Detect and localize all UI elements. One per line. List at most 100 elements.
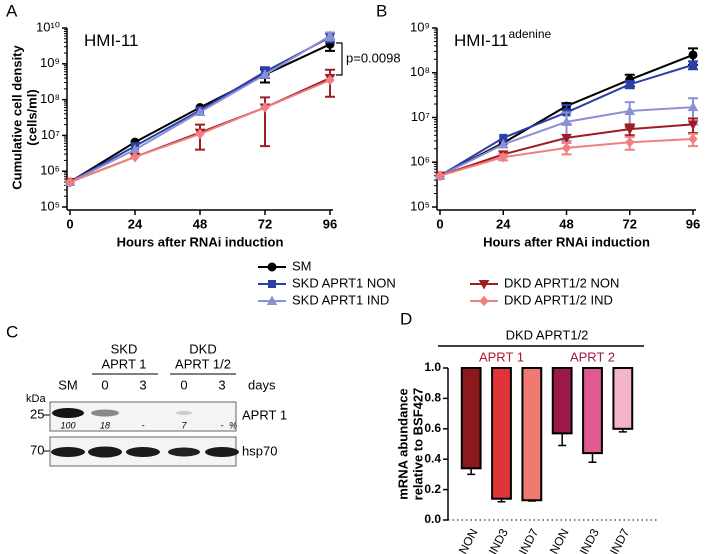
marker [259, 69, 271, 79]
legend-marker [267, 262, 277, 272]
lane-label: 3 [218, 377, 225, 392]
band [51, 447, 85, 457]
y-tick-label: 10⁹ [410, 19, 430, 34]
x-tick-label: 24 [496, 216, 511, 231]
x-axis-label: Hours after RNAi induction [117, 234, 284, 249]
quant-label: 100 [60, 420, 75, 430]
marker [498, 151, 508, 163]
group-label: APRT 1 [101, 356, 146, 371]
legend-label: DKD APRT1/2 NON [504, 275, 619, 290]
x-tick-label: NON [547, 526, 572, 554]
group-label: DKD [189, 341, 216, 356]
y-tick-label: 0.8 [424, 391, 441, 405]
marker [561, 133, 572, 144]
chart-title: HMI-11 [84, 31, 138, 50]
group-title: DKD APRT1/2 [506, 327, 589, 342]
x-axis-label: Hours after RNAi induction [483, 234, 650, 249]
marker [130, 151, 140, 163]
bar [491, 367, 512, 500]
x-tick-label: IND3 [577, 526, 602, 554]
quant-unit: % [229, 420, 237, 430]
x-tick-label: 72 [623, 216, 637, 231]
y-tick-label: 10⁶ [410, 154, 430, 169]
y-axis-label: relative to BSF427 [410, 388, 425, 501]
band [91, 409, 119, 417]
y-tick-label: 1.0 [424, 360, 441, 374]
legend-marker [268, 280, 276, 288]
band-label: APRT 1 [242, 407, 287, 422]
error-bar [618, 428, 627, 433]
x-tick-label: 0 [66, 216, 73, 231]
legend-label: SKD APRT1 NON [292, 275, 396, 290]
y-tick-label: 0.2 [424, 482, 441, 496]
marker [625, 80, 634, 89]
mw-unit: kDa [26, 393, 46, 405]
band [205, 447, 239, 457]
y-tick-label: 0.0 [424, 512, 441, 526]
y-tick-label: 0.4 [424, 451, 441, 465]
bar [582, 367, 603, 455]
y-tick-label: 0.6 [424, 421, 441, 435]
panel-letter: A [6, 1, 18, 20]
marker [688, 133, 698, 145]
line-chart: A 10⁵ 10⁶ 10⁷ 10⁸ 10⁹ 10¹⁰ 0 24 48 72 96 Hours after… [6, 1, 619, 307]
significance-bracket [336, 42, 343, 76]
error-bar [558, 433, 567, 447]
marker [561, 116, 572, 126]
legend-marker [478, 280, 490, 290]
group-label: APRT 2 [570, 349, 615, 364]
legend-label: SKD APRT1 IND [292, 292, 389, 307]
y-tick-label: 10⁵ [40, 198, 60, 213]
panel-letter: B [376, 1, 387, 20]
marker [689, 60, 697, 69]
band [126, 447, 160, 457]
marker [561, 142, 572, 154]
bar [551, 367, 573, 435]
title-text: HMI-11 [454, 31, 508, 50]
blot-membrane [49, 401, 237, 432]
band [176, 411, 192, 415]
y-tick-label: 10⁸ [410, 64, 430, 79]
marker [497, 138, 509, 149]
marker [625, 136, 635, 148]
chart-title: HMI-11adenine [454, 27, 552, 50]
mw-marker: 25 [30, 406, 44, 421]
legend-marker [479, 295, 489, 307]
marker [624, 125, 636, 135]
marker [435, 170, 445, 181]
y-tick-label: 10⁷ [41, 127, 60, 142]
y-axis-label: Cumulative cell density [9, 44, 24, 189]
x-tick-label: 48 [193, 216, 207, 231]
x-tick-label: 0 [436, 216, 443, 231]
band [88, 446, 122, 458]
x-tick-label: 96 [323, 216, 337, 231]
marker [260, 102, 270, 113]
legend-marker [266, 295, 278, 305]
quant-label: 18 [100, 420, 110, 430]
marker [65, 176, 75, 188]
lane-label: 3 [139, 377, 146, 392]
y-tick-label: 10⁹ [40, 55, 60, 70]
band [52, 408, 84, 418]
x-tick-label: IND7 [516, 526, 541, 554]
y-axis-label: mRNA abundance [395, 388, 410, 499]
error-bar [467, 468, 476, 476]
x-tick-label: 72 [258, 216, 272, 231]
legend-label: DKD APRT1/2 IND [504, 292, 613, 307]
y-axis-label: (cells/ml) [24, 89, 39, 145]
error-bar [497, 498, 506, 503]
lane-label: SM [58, 377, 78, 392]
line-chart: B 10⁵ 10⁶ 10⁷ 10⁸ 10⁹ 0 24 48 72 96 Hours after RNA… [376, 1, 700, 249]
group-label: APRT 1/2 [175, 356, 231, 371]
y-tick-label: 10⁸ [40, 91, 60, 106]
lane-label: 0 [101, 377, 108, 392]
annotation: p=0.0098 [346, 50, 401, 65]
x-tick-label: IND3 [486, 526, 511, 554]
marker [194, 106, 206, 117]
marker [325, 74, 335, 86]
x-tick-label: NON [456, 526, 481, 554]
title-superscript: adenine [508, 27, 551, 41]
bar-chart: D 0.0 0.2 0.4 0.6 0.8 1.0 mRNA abundance relativ… [395, 309, 658, 554]
y-tick-label: 10¹⁰ [36, 19, 60, 34]
